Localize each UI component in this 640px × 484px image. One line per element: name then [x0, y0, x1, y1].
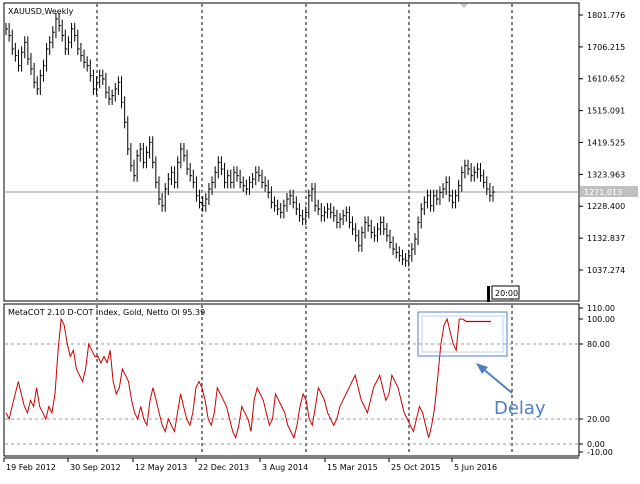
time-tick-label: 25 Oct 2015 — [391, 463, 440, 472]
time-axis: 19 Feb 2012 30 Sep 2012 12 May 2013 22 Dec … — [3, 458, 497, 472]
cot-flat-segment — [462, 318, 491, 323]
time-tick-label: 12 May 2013 — [135, 463, 187, 472]
cot-flat-line — [462, 318, 491, 323]
indicator-panel-title: MetaCOT 2.10 D-COT Index, Gold, Netto OI… — [8, 308, 205, 317]
price-tick-label: 1323.963 — [587, 170, 625, 179]
indicator-tick-label: 80.00 — [587, 340, 610, 349]
arrow-icon — [476, 363, 513, 394]
time-tick-label: 30 Sep 2012 — [70, 463, 121, 472]
cot-index-line — [5, 317, 463, 440]
indicator-tick-label: 100.00 — [587, 315, 615, 324]
time-label: 20:00 — [495, 289, 518, 298]
price-tick-label: 1228.400 — [587, 202, 625, 211]
indicator-tick-label: 0.00 — [587, 440, 605, 449]
delay-highlight-inner — [421, 315, 504, 353]
price-tick-label: 1706.215 — [587, 43, 625, 52]
time-tick-label: 19 Feb 2012 — [6, 463, 56, 472]
time-tick-label: 3 Aug 2014 — [262, 463, 308, 472]
delay-highlight-box — [417, 311, 508, 357]
indicator-panel-frame — [3, 303, 580, 457]
time-tick-label: 5 Jun 2016 — [454, 463, 497, 472]
price-tick-label: 1610.652 — [587, 75, 625, 84]
chart-shift-icon[interactable] — [460, 4, 468, 8]
indicator-axis: 110.00 100.00 80.00 20.00 0.00-10.00 — [579, 304, 615, 457]
price-tick-label: 1515.091 — [587, 107, 625, 116]
price-tick-label: 1801.776 — [587, 11, 625, 20]
price-panel-title: XAUUSD,Weekly — [8, 7, 74, 16]
current-price-label: 1271.013 — [584, 188, 622, 197]
price-panel-frame — [3, 2, 580, 302]
price-tick-label: 1132.837 — [587, 234, 625, 243]
delay-annotation: Delay — [494, 398, 546, 419]
price-tick-label: 1419.525 — [587, 139, 625, 148]
indicator-tick-label: 20.00 — [587, 415, 610, 424]
indicator-tick-label: -10.00 — [587, 448, 613, 457]
time-marker-bar — [487, 286, 490, 302]
time-tick-label: 15 Mar 2015 — [327, 463, 378, 472]
time-label-box — [491, 285, 520, 300]
price-tick-label: 1037.274 — [587, 266, 625, 275]
time-tick-label: 22 Dec 2013 — [198, 463, 249, 472]
indicator-tick-label: 110.00 — [587, 304, 615, 313]
current-price-tag — [580, 186, 638, 197]
price-bars — [5, 12, 495, 267]
price-axis: 1801.776 1706.215 1610.652 1515.091 1419.525… — [579, 11, 625, 275]
